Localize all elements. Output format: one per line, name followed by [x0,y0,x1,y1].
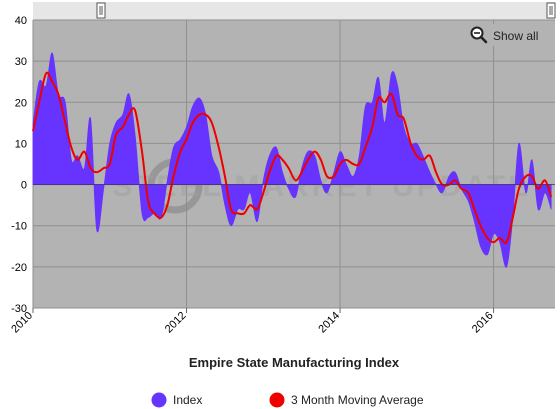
y-tick-label: 0 [21,180,27,192]
legend-marker-index [151,392,167,408]
x-tick-label: 2014 [316,310,342,336]
series-moving-average [32,71,553,244]
y-tick-label: 30 [15,56,27,68]
legend-item-index[interactable]: Index [151,392,203,408]
legend-label-index: Index [173,393,202,407]
range-navigator-bar[interactable] [33,2,555,20]
index-area [32,52,552,268]
range-end-handle[interactable] [546,2,556,19]
show-all-label: Show all [493,29,538,43]
y-axis: -30 -20 -10 0 10 20 30 40 [11,15,27,315]
y-tick-label: -10 [11,221,27,233]
y-tick-label: -30 [11,303,27,315]
legend-marker-moving-average [269,392,285,408]
y-tick-label: 20 [15,97,27,109]
magnifier-minus-icon [470,26,488,44]
chart-title: Empire State Manufacturing Index [189,355,400,370]
legend-item-moving-average[interactable]: 3 Month Moving Average [269,392,424,408]
y-tick-label: 40 [15,15,27,27]
moving-average-line [32,71,553,244]
show-all-button[interactable]: Show all [466,24,548,46]
y-tick-label: 10 [15,138,27,150]
x-tick-label: 2016 [470,310,496,336]
x-tick-label: 2012 [163,310,189,336]
legend-label-moving-average: 3 Month Moving Average [291,393,424,407]
range-start-handle[interactable] [96,2,106,19]
y-tick-label: -20 [11,262,27,274]
x-axis: 2010 2012 2014 2016 [9,308,496,336]
series-index [32,52,552,268]
